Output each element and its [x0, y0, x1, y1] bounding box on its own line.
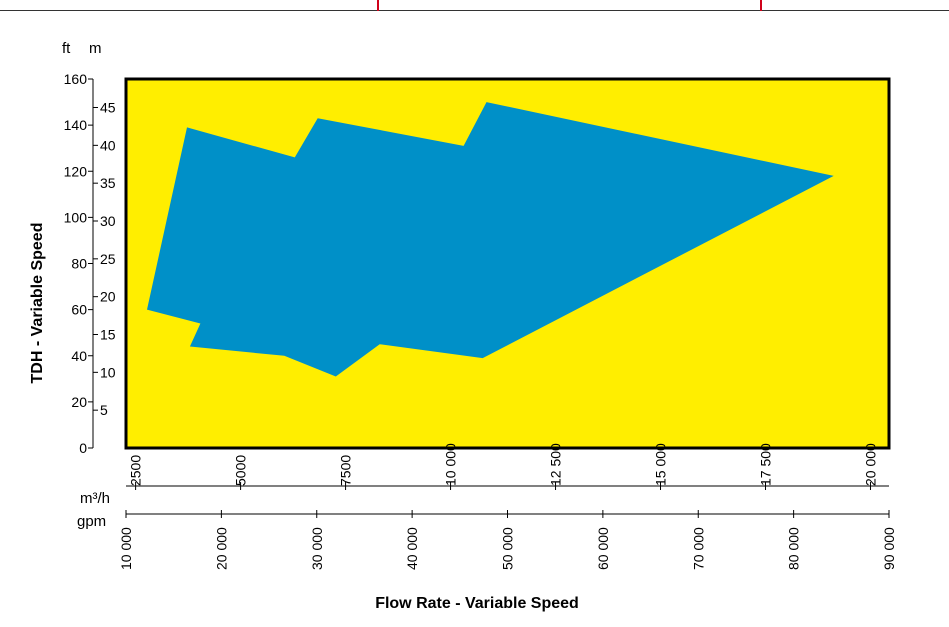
x-tick-label-gpm: 10 000: [118, 527, 134, 570]
y-tick-label-m: 30: [100, 213, 116, 229]
x-tick-label-m3h: 7500: [338, 455, 354, 486]
y-tick-label-m: 5: [100, 402, 108, 418]
y-tick-label-m: 35: [100, 175, 116, 191]
y-tick-label-m: 25: [100, 251, 116, 267]
y-tick-label-m: 15: [100, 327, 116, 343]
y-tick-label-ft: 20: [71, 394, 87, 410]
x-unit-m3h-label: m³/h: [80, 490, 110, 507]
x-tick-label-gpm: 50 000: [500, 527, 516, 570]
y-tick-label-ft: 140: [64, 117, 88, 133]
y-tick-label-m: 40: [100, 137, 116, 153]
y-tick-label-ft: 40: [71, 348, 87, 364]
y-tick-label-ft: 120: [64, 163, 88, 179]
x-tick-label-m3h: 20 000: [862, 443, 878, 486]
x-axis-title: Flow Rate - Variable Speed: [375, 595, 579, 612]
axes: 0 20 40 60 80 100 120 140 160 5 10 15 20 25 30 35 40 45 25…: [64, 71, 897, 570]
x-tick-label-gpm: 90 000: [881, 527, 897, 570]
operating-range-area: [147, 102, 834, 377]
x-tick-label-gpm: 70 000: [690, 527, 706, 570]
x-tick-label-m3h: 10 000: [443, 443, 459, 486]
y-tick-label-ft: 160: [64, 71, 88, 87]
x-unit-gpm-label: gpm: [77, 513, 106, 530]
x-tick-label-gpm: 60 000: [595, 527, 611, 570]
x-tick-label-gpm: 40 000: [404, 527, 420, 570]
x-tick-label-m3h: 12 500: [548, 443, 564, 486]
x-tick-label-m3h: 17 500: [757, 443, 773, 486]
y-tick-label-ft: 60: [71, 302, 87, 318]
x-tick-label-gpm: 30 000: [309, 527, 325, 570]
y-tick-label-ft: 100: [64, 209, 88, 225]
y-axis-title: TDH - Variable Speed: [29, 223, 46, 384]
header-marker: [377, 0, 379, 11]
y-unit-m-label: m: [89, 40, 102, 57]
plot-frame: [124, 77, 891, 450]
y-tick-label-m: 20: [100, 289, 116, 305]
x-tick-label-gpm: 20 000: [213, 527, 229, 570]
top-rule: [0, 10, 949, 11]
y-unit-ft-label: ft: [62, 40, 71, 57]
y-tick-label-ft: 80: [71, 256, 87, 272]
header-marker: [760, 0, 762, 11]
y-tick-label-ft: 0: [79, 440, 87, 456]
x-tick-label-m3h: 15 000: [653, 443, 669, 486]
x-tick-label-m3h: 2500: [128, 455, 144, 486]
y-tick-label-m: 45: [100, 100, 116, 116]
y-tick-label-m: 10: [100, 364, 116, 380]
x-tick-label-m3h: 5000: [233, 455, 249, 486]
x-tick-label-gpm: 80 000: [786, 527, 802, 570]
